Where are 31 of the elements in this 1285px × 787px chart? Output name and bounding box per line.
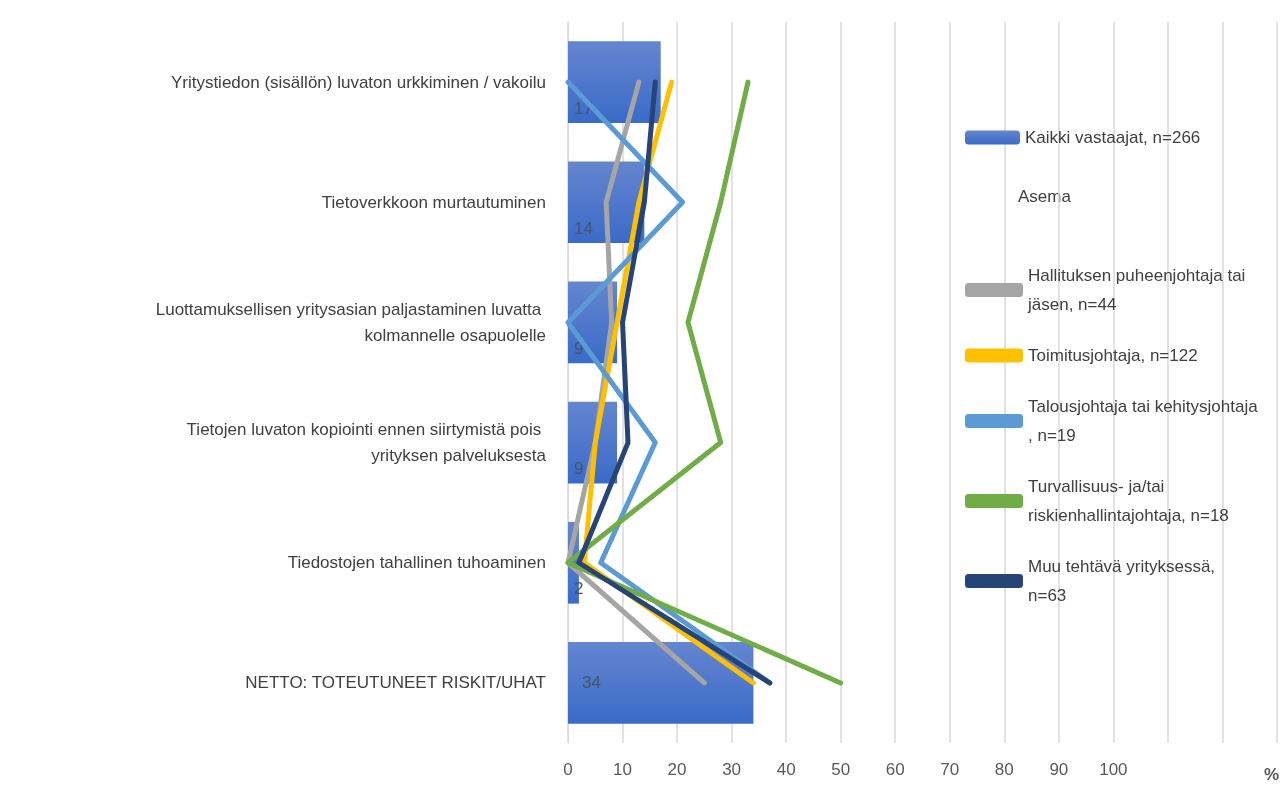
legend-label: Turvallisuus- ja/tai riskienhallintajohtaja, n=18	[1028, 477, 1229, 525]
bar	[568, 41, 661, 123]
data-label: 34	[582, 673, 601, 693]
bar	[568, 642, 754, 724]
y-tick-label: Tietoverkkoon murtautuminen	[321, 192, 546, 212]
legend-label: Talousjohtaja tai kehitysjohtaja, n=19	[1028, 397, 1259, 445]
legend-label: Hallituksen puheenjohtaja tai jäsen, n=44	[1027, 266, 1251, 314]
x-tick-label: 50	[831, 760, 851, 779]
x-tick-label: 70	[940, 760, 960, 779]
legend-label: Muu tehtävä yrityksessä, n=63	[1028, 557, 1220, 605]
x-tick-label: 40	[776, 760, 796, 779]
data-label: 2	[574, 579, 584, 599]
y-tick-label: Luottamuksellisen yritysasian paljastaminen luvatta kolmannelle osapuolelle	[155, 299, 546, 345]
x-tick-label: 20	[667, 760, 687, 779]
y-tick-label: Tietojen luvaton kopiointi ennen siirtymistä pois yrityksen palveluksesta	[186, 420, 547, 466]
x-tick-label: 10	[613, 760, 632, 779]
data-label: 9	[574, 459, 584, 479]
y-tick-label: Tiedostojen tahallinen tuhoaminen	[287, 553, 546, 573]
x-tick-label: 90	[1049, 760, 1069, 779]
y-tick-label: Yritystiedon (sisällön) luvaton urkkiminen / vakoilu	[170, 72, 546, 92]
legend-label: Toimitusjohtaja, n=122	[1028, 346, 1198, 365]
y-tick-label: NETTO: TOTEUTUNEET RISKIT/UHAT	[245, 673, 546, 693]
x-tick-label: 80	[994, 760, 1014, 779]
x-axis-title: %	[1263, 765, 1280, 784]
legend-label: Kaikki vastaajat, n=266	[1025, 128, 1201, 147]
x-tick-label: 30	[722, 760, 742, 779]
x-tick-label: 60	[885, 760, 905, 779]
x-tick-label: 0	[563, 760, 573, 779]
legend-title: Asema	[1018, 187, 1072, 206]
data-label: 14	[574, 218, 593, 238]
x-tick-label: 100	[1099, 760, 1128, 779]
